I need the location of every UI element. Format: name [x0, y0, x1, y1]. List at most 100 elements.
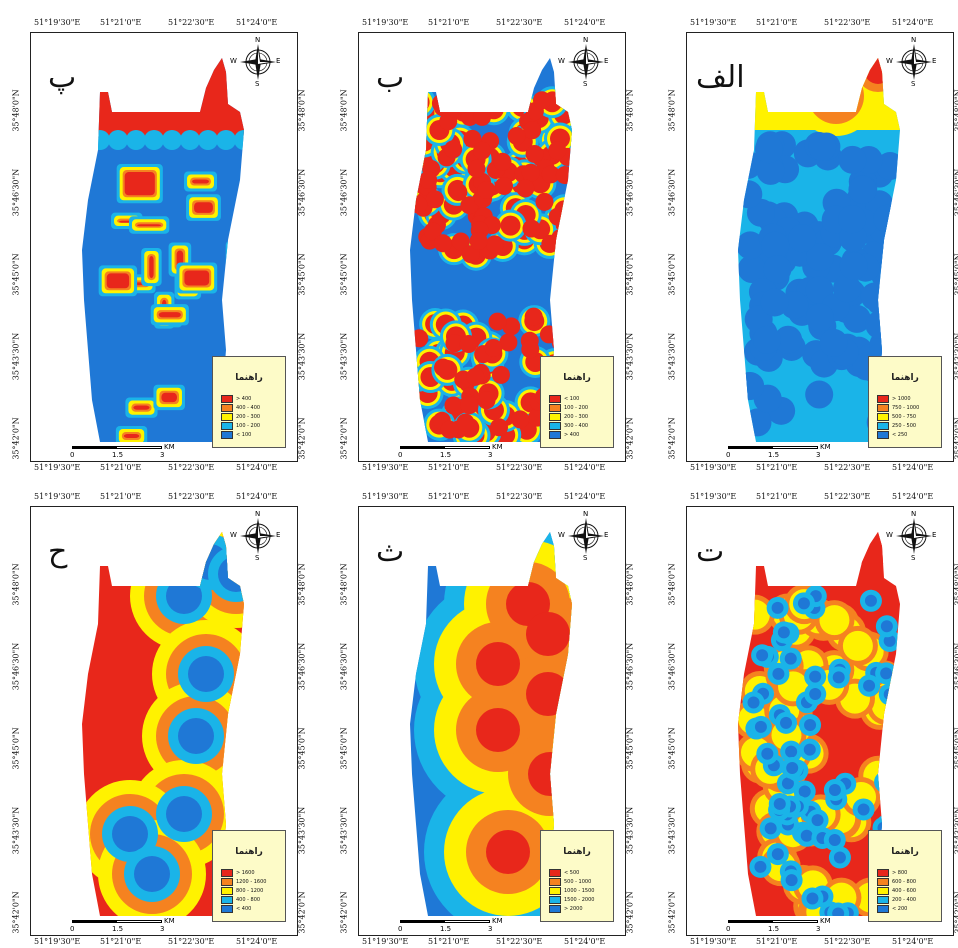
legend-swatch [221, 877, 233, 886]
scale-unit: KM [492, 917, 503, 925]
latitude-label: 35°42'0"N [625, 417, 635, 460]
legend-label: > 400 [564, 431, 580, 438]
compass-s-label: S [911, 554, 916, 562]
legend-label: 1500 - 2000 [564, 896, 595, 903]
legend-swatch [221, 412, 233, 421]
scale-tick: 3 [816, 925, 821, 933]
compass-w-label: W [886, 531, 893, 539]
legend-swatch [549, 877, 561, 886]
legend-swatch [549, 403, 561, 412]
panel-letter: ح [48, 534, 68, 569]
legend-row: 500 - 750 [877, 412, 916, 421]
compass-s-label: S [583, 554, 588, 562]
compass-w-label: W [230, 57, 237, 65]
compass-n-label: N [583, 510, 589, 518]
longitude-label: 51°21'0"E [756, 492, 798, 501]
longitude-label: 51°21'0"E [100, 492, 142, 501]
panel-letter: ت [696, 534, 725, 569]
longitude-label: 51°24'0"E [892, 937, 934, 946]
map-area [82, 58, 244, 442]
legend-label: 400 - 600 [892, 887, 917, 894]
latitude-label: 35°42'0"N [11, 891, 21, 934]
latitude-label: 35°42'0"N [339, 417, 349, 460]
latitude-label: 35°48'0"N [953, 89, 958, 132]
longitude-label: 51°21'0"E [756, 18, 798, 27]
latitude-label: 35°48'0"N [953, 563, 958, 606]
latitude-label: 35°48'0"N [625, 89, 635, 132]
compass-e-label: E [604, 531, 609, 539]
scale-unit: KM [492, 443, 503, 451]
compass-w-label: W [886, 57, 893, 65]
longitude-label: 51°19'30"E [34, 937, 81, 946]
map-legend: راهنما > 1000 750 - 1000 500 - 750 250 - 500… [868, 356, 942, 448]
scale-tick: 1.5 [768, 451, 780, 459]
panel-letter: ب [376, 60, 405, 95]
scale-bar-white [116, 920, 162, 923]
legend-label: 100 - 200 [236, 422, 261, 429]
latitude-label: 35°43'30"N [667, 806, 677, 855]
scale-bar-white [116, 446, 162, 449]
longitude-label: 51°19'30"E [34, 18, 81, 27]
legend-label: 100 - 200 [564, 404, 589, 411]
legend-title: راهنما [235, 847, 263, 857]
legend-row: 800 - 1200 [221, 886, 263, 895]
scale-tick: 3 [160, 451, 165, 459]
latitude-label: 35°48'0"N [11, 563, 21, 606]
map-legend: راهنما < 100 100 - 200 200 - 300 300 - 400 > … [540, 356, 614, 448]
latitude-label: 35°42'0"N [625, 891, 635, 934]
latitude-label: 35°42'0"N [953, 417, 958, 460]
compass-rose-icon: N S W E [558, 510, 609, 562]
legend-swatch [877, 430, 889, 439]
latitude-label: 35°48'0"N [11, 89, 21, 132]
latitude-label: 35°43'30"N [339, 806, 349, 855]
compass-s-label: S [583, 80, 588, 88]
map-panel-te: 51°19'30"E 51°19'30"E 51°21'0"E 51°21'0"E 51… [656, 474, 958, 948]
legend-row: 200 - 400 [877, 895, 916, 904]
latitude-label: 35°43'30"N [11, 806, 21, 855]
longitude-label: 51°19'30"E [362, 492, 409, 501]
latitude-label: 35°46'30"N [953, 168, 958, 217]
longitude-label: 51°22'30"E [496, 492, 543, 501]
map-legend: راهنما < 500 500 - 1000 1000 - 1500 1500 - 2… [540, 830, 614, 922]
scale-bar-white [772, 446, 818, 449]
latitude-label: 35°43'30"N [297, 332, 307, 381]
legend-row: 1500 - 2000 [549, 895, 595, 904]
legend-label: 300 - 400 [564, 422, 589, 429]
longitude-label: 51°24'0"E [564, 937, 606, 946]
longitude-label: 51°21'0"E [428, 463, 470, 472]
legend-label: 500 - 1000 [564, 878, 592, 885]
longitude-label: 51°21'0"E [756, 463, 798, 472]
legend-swatch [877, 886, 889, 895]
latitude-label: 35°45'0"N [11, 727, 21, 770]
scale-tick: 3 [488, 925, 493, 933]
legend-row: 600 - 800 [877, 877, 916, 886]
legend-label: < 100 [564, 395, 580, 402]
scale-bar-white [444, 920, 490, 923]
longitude-label: 51°24'0"E [564, 463, 606, 472]
latitude-label: 35°42'0"N [11, 417, 21, 460]
longitude-label: 51°24'0"E [892, 18, 934, 27]
compass-rose-icon: N S W E [230, 36, 280, 88]
latitude-label: 35°43'30"N [297, 806, 307, 855]
legend-swatch [877, 394, 889, 403]
longitude-label: 51°21'0"E [428, 18, 470, 27]
latitude-label: 35°46'30"N [11, 168, 21, 217]
longitude-label: 51°19'30"E [362, 18, 409, 27]
latitude-label: 35°48'0"N [667, 89, 677, 132]
legend-row: < 100 [221, 430, 251, 439]
latitude-label: 35°43'30"N [667, 332, 677, 381]
legend-label: < 250 [892, 431, 908, 438]
legend-swatch [221, 394, 233, 403]
legend-swatch [221, 868, 233, 877]
legend-swatch [221, 895, 233, 904]
map-legend: راهنما > 1600 1200 - 1600 800 - 1200 400 - 8… [212, 830, 286, 922]
longitude-label: 51°19'30"E [34, 492, 81, 501]
latitude-label: 35°46'30"N [11, 642, 21, 691]
latitude-label: 35°48'0"N [625, 563, 635, 606]
scale-tick: 0 [726, 925, 731, 933]
legend-label: < 500 [564, 869, 580, 876]
latitude-label: 35°43'30"N [11, 332, 21, 381]
legend-label: 400 - 400 [236, 404, 261, 411]
longitude-label: 51°21'0"E [756, 937, 798, 946]
longitude-label: 51°22'30"E [168, 937, 215, 946]
